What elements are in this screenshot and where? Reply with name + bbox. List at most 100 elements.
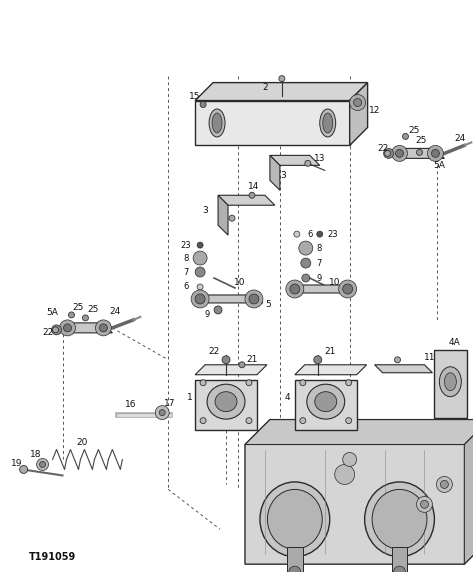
Circle shape	[420, 500, 428, 508]
Circle shape	[222, 356, 230, 364]
Circle shape	[95, 320, 111, 336]
Text: 7: 7	[183, 268, 189, 277]
Bar	[287, 547, 303, 572]
Ellipse shape	[260, 482, 330, 557]
Circle shape	[294, 231, 300, 237]
Circle shape	[428, 146, 443, 162]
Text: 16: 16	[125, 400, 136, 409]
Circle shape	[393, 566, 405, 573]
Circle shape	[346, 380, 352, 386]
Circle shape	[246, 418, 252, 423]
Polygon shape	[195, 100, 350, 146]
Text: 10: 10	[234, 277, 246, 286]
Text: 8: 8	[316, 244, 321, 253]
Text: 3: 3	[202, 206, 208, 215]
Circle shape	[40, 461, 46, 468]
Text: 24: 24	[110, 308, 121, 316]
Ellipse shape	[215, 392, 237, 411]
Circle shape	[100, 324, 108, 332]
Text: 20: 20	[77, 438, 88, 447]
Ellipse shape	[267, 489, 322, 550]
Text: 6: 6	[183, 282, 189, 292]
Circle shape	[395, 150, 403, 158]
Text: 25: 25	[409, 126, 420, 135]
Circle shape	[383, 148, 393, 158]
Circle shape	[299, 241, 313, 255]
Circle shape	[392, 146, 408, 162]
Circle shape	[286, 280, 304, 298]
Circle shape	[343, 453, 356, 466]
Polygon shape	[218, 195, 275, 205]
Bar	[295, 380, 356, 430]
Text: 11: 11	[424, 354, 435, 362]
Circle shape	[36, 458, 48, 470]
Text: 25: 25	[88, 305, 99, 315]
Text: 17: 17	[164, 399, 176, 408]
Circle shape	[249, 294, 259, 304]
Circle shape	[314, 356, 322, 364]
Ellipse shape	[365, 482, 434, 557]
Text: 2: 2	[262, 83, 268, 92]
Circle shape	[335, 465, 355, 484]
Text: 22: 22	[377, 144, 388, 153]
Text: 14: 14	[248, 182, 260, 191]
Text: 15: 15	[190, 92, 201, 101]
Circle shape	[197, 284, 203, 290]
Circle shape	[431, 150, 439, 158]
Polygon shape	[394, 148, 445, 158]
Text: 3: 3	[280, 171, 286, 180]
Circle shape	[440, 480, 448, 488]
Text: 5: 5	[265, 300, 271, 309]
Text: 10: 10	[329, 277, 340, 286]
Circle shape	[53, 327, 58, 333]
Text: 18: 18	[30, 450, 41, 459]
Circle shape	[249, 193, 255, 198]
Polygon shape	[195, 365, 267, 375]
Text: 22: 22	[209, 347, 219, 356]
Text: 5A: 5A	[433, 161, 446, 170]
Circle shape	[305, 160, 311, 166]
Text: 5A: 5A	[46, 308, 58, 317]
Circle shape	[214, 306, 222, 314]
Circle shape	[343, 284, 353, 294]
Circle shape	[317, 231, 323, 237]
Text: 1: 1	[187, 393, 193, 402]
Circle shape	[279, 76, 285, 81]
Circle shape	[60, 320, 75, 336]
Text: 21: 21	[246, 355, 258, 364]
Polygon shape	[295, 365, 366, 375]
Polygon shape	[245, 419, 474, 564]
Circle shape	[350, 95, 365, 111]
Polygon shape	[63, 323, 112, 333]
Circle shape	[384, 150, 391, 156]
Circle shape	[82, 315, 89, 321]
Text: 23: 23	[328, 230, 338, 238]
Ellipse shape	[207, 384, 245, 419]
Circle shape	[354, 99, 362, 107]
Text: 24: 24	[455, 134, 466, 143]
Circle shape	[290, 284, 300, 294]
Text: 4A: 4A	[448, 338, 460, 347]
Polygon shape	[374, 365, 432, 373]
Text: 13: 13	[314, 154, 326, 163]
Ellipse shape	[212, 113, 222, 133]
Circle shape	[417, 496, 432, 512]
Ellipse shape	[323, 113, 333, 133]
Circle shape	[200, 380, 206, 386]
Circle shape	[229, 215, 235, 221]
Circle shape	[191, 290, 209, 308]
Polygon shape	[290, 285, 356, 293]
Circle shape	[69, 312, 74, 318]
Circle shape	[437, 476, 452, 492]
Polygon shape	[245, 419, 474, 445]
Polygon shape	[195, 83, 368, 100]
Text: 8: 8	[183, 254, 189, 262]
Circle shape	[339, 280, 356, 298]
Text: 22: 22	[42, 328, 53, 337]
Circle shape	[195, 267, 205, 277]
Circle shape	[195, 294, 205, 304]
Text: 21: 21	[324, 347, 336, 356]
Circle shape	[200, 418, 206, 423]
Text: 25: 25	[73, 304, 84, 312]
Circle shape	[245, 290, 263, 308]
